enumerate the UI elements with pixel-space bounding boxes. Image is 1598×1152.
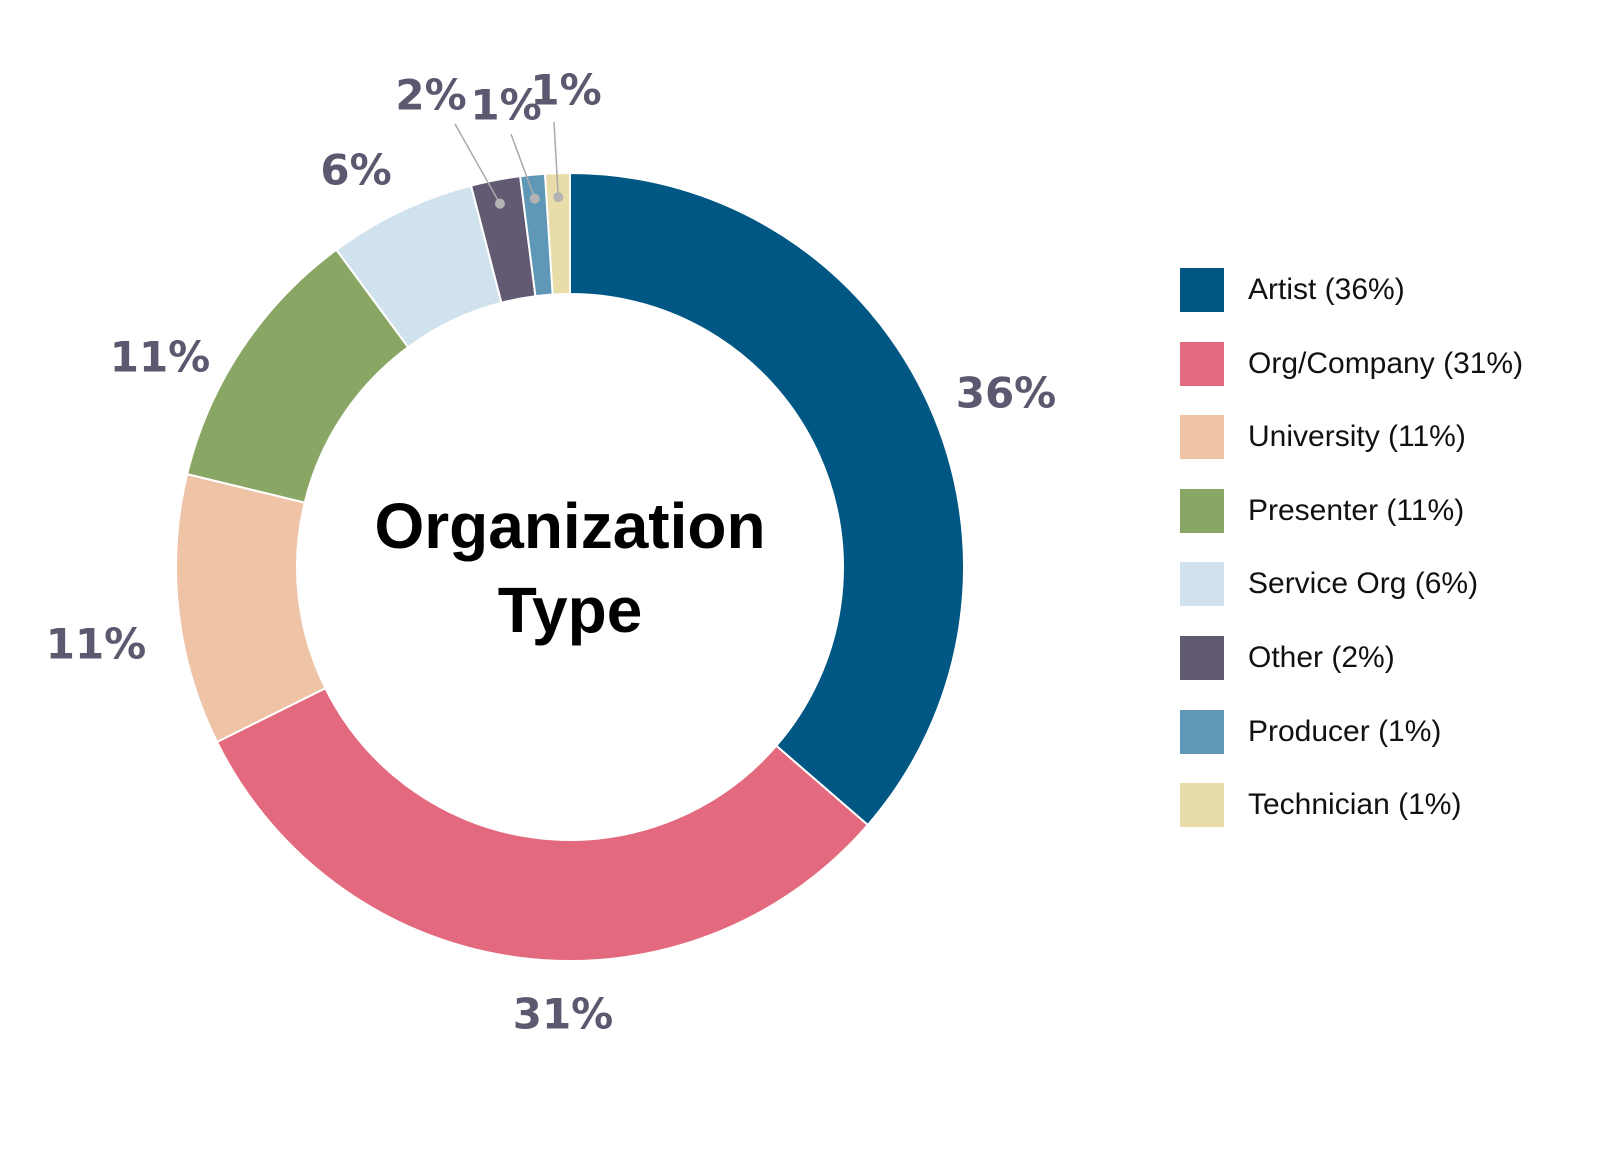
center-title-line: Organization [374,490,765,562]
slice-technician [543,171,571,296]
legend-label: Technician (1%) [1248,788,1462,822]
leader-line [553,121,560,198]
legend-swatch [1180,268,1224,312]
legend-label: Service Org (6%) [1248,567,1479,601]
legend-label: Presenter (11%) [1248,493,1465,527]
percent-label: 11% [110,333,211,382]
legend-swatch [1180,783,1224,828]
legend-item-other: Other (2%) [1180,635,1523,680]
legend-swatch [1180,488,1224,533]
legend-label: Artist (36%) [1248,273,1405,306]
legend-swatch [1180,562,1224,607]
legend-item-producer: Producer (1%) [1180,709,1523,754]
donut-slices [175,171,965,962]
legend-item-org-company: Org/Company (31%) [1180,341,1524,386]
percent-label: 1% [530,66,601,115]
legend-label: Producer (1%) [1248,714,1442,748]
leader-line [454,123,501,205]
percent-label: 11% [46,620,147,669]
leader-dot [494,198,505,209]
percent-label: 31% [513,990,614,1039]
leader-line [510,133,536,199]
leader-dot [529,193,540,204]
leader-lines [454,121,564,209]
legend-item-technician: Technician (1%) [1180,783,1523,828]
center-title: Organization Type [374,490,765,646]
percent-labels: 36%31%11%11%6%2% 1%1% [46,66,1057,1039]
legend-label: University (11%) [1248,420,1466,454]
leader-dot [553,192,564,203]
legend-swatch [1180,415,1224,460]
center-title-line: Type [498,574,643,646]
legend: Artist (36%) Org/Company (31%) University … [1180,268,1523,857]
legend-item-presenter: Presenter (11%) [1180,488,1523,533]
legend-label: Org/Company (31%) [1248,346,1524,380]
percent-label: 36% [956,369,1057,418]
slice-artist [569,171,965,827]
legend-swatch [1180,635,1224,680]
percent-label: 1% [470,81,541,130]
legend-swatch [1180,341,1224,386]
slice-org-company [215,686,870,962]
legend-label: Other (2%) [1248,640,1395,674]
percent-label: 2% [395,71,466,120]
legend-swatch [1180,709,1224,754]
legend-item-artist: Artist (36%) [1180,268,1523,312]
percent-label: 6% [320,146,391,195]
legend-item-university: University (11%) [1180,415,1523,460]
legend-item-service-org: Service Org (6%) [1180,562,1523,607]
